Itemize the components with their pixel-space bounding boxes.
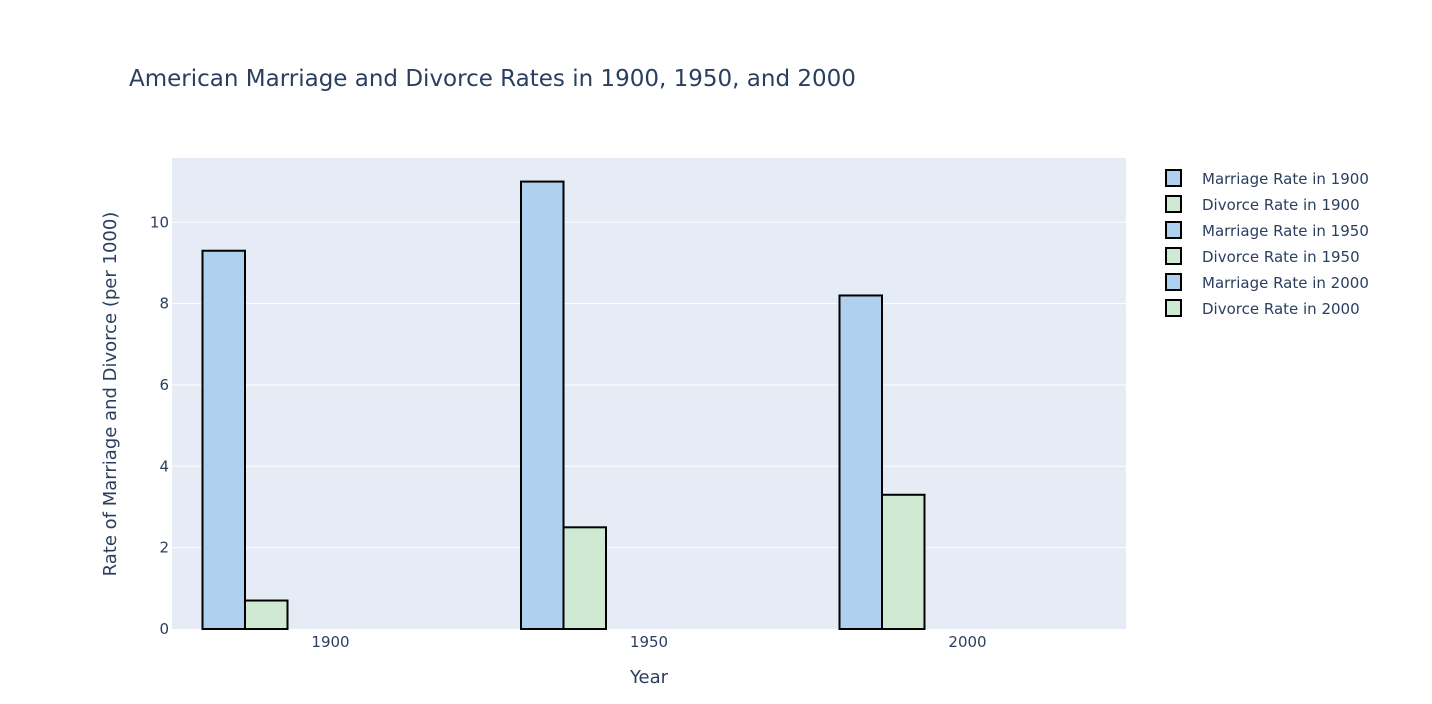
x-tick-label: 1900 [311,633,349,651]
legend-item-label[interactable]: Marriage Rate in 1950 [1202,222,1369,240]
x-tick-label: 2000 [948,633,986,651]
y-axis-title: Rate of Marriage and Divorce (per 1000) [100,212,121,577]
bar-divorce-1950[interactable] [562,526,607,630]
legend-swatch[interactable] [1165,221,1182,239]
legend-swatch[interactable] [1165,169,1182,187]
bar-marriage-1950[interactable] [520,180,565,630]
y-tick-label: 10 [150,213,169,231]
legend-swatch[interactable] [1165,299,1182,317]
legend-item-label[interactable]: Divorce Rate in 1950 [1202,248,1360,266]
grid-lines [172,221,1126,549]
y-axis-ticks: 0 2 4 6 8 10 [150,213,169,638]
bars [201,180,926,631]
chart-title: American Marriage and Divorce Rates in 1… [129,66,856,92]
y-tick-label: 2 [159,539,169,557]
y-tick-label: 8 [159,295,169,313]
x-axis-ticks: 1900 1950 2000 [311,633,986,651]
y-tick-label: 6 [159,376,169,394]
legend-swatch[interactable] [1165,273,1182,291]
bar-marriage-2000[interactable] [838,294,883,630]
y-tick-label: 0 [159,620,169,638]
legend-item-label[interactable]: Divorce Rate in 2000 [1202,300,1360,318]
legend-item-label[interactable]: Marriage Rate in 1900 [1202,170,1369,188]
bar-marriage-1900[interactable] [201,249,246,630]
y-tick-label: 4 [159,457,169,475]
legend-swatch[interactable] [1165,195,1182,213]
legend-item-label[interactable]: Marriage Rate in 2000 [1202,274,1369,292]
plot-background [172,158,1126,629]
bar-divorce-1900[interactable] [244,599,289,631]
legend: Marriage Rate in 1900 Divorce Rate in 190… [1165,169,1369,318]
bar-divorce-2000[interactable] [881,493,926,630]
legend-swatch[interactable] [1165,247,1182,265]
x-axis-title: Year [629,667,669,688]
legend-item-label[interactable]: Divorce Rate in 1900 [1202,196,1360,214]
x-tick-label: 1950 [630,633,668,651]
